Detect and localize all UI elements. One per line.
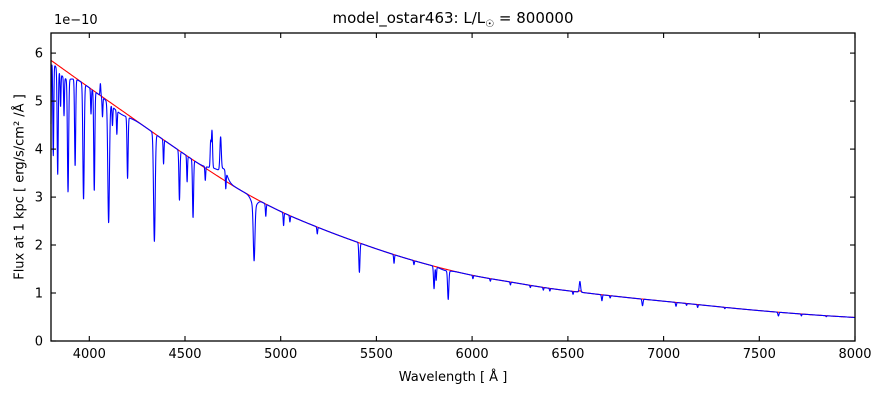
y-tick-label: 4 bbox=[35, 143, 43, 158]
axes-frame bbox=[50, 32, 856, 342]
y-tick-label: 5 bbox=[35, 95, 43, 110]
continuum-line bbox=[50, 59, 856, 319]
x-tick-label: 7500 bbox=[743, 347, 776, 362]
chart-title-text: model_ostar463: L/L bbox=[332, 9, 486, 27]
y-axis-offset-label: 1e−10 bbox=[54, 13, 98, 28]
x-tick-label: 7000 bbox=[647, 347, 680, 362]
y-tick-label: 3 bbox=[35, 191, 43, 206]
y-tick-label: 2 bbox=[35, 239, 43, 254]
y-tick-label: 1 bbox=[35, 287, 43, 302]
x-tick-label: 6500 bbox=[551, 347, 584, 362]
chart-title: model_ostar463: L/L☉ = 800000 bbox=[51, 9, 855, 30]
x-tick-label: 6000 bbox=[456, 347, 489, 362]
y-tick-label: 0 bbox=[35, 335, 43, 350]
y-tick-label: 6 bbox=[35, 47, 43, 62]
x-tick-label: 4000 bbox=[73, 347, 106, 362]
x-tick-label: 5500 bbox=[360, 347, 393, 362]
x-tick-label: 5000 bbox=[264, 347, 297, 362]
x-axis-label: Wavelength [ Å ] bbox=[398, 370, 508, 385]
chart-title-value: = 800000 bbox=[494, 9, 574, 27]
y-axis-label: Flux at 1 kpc [ erg/s/cm² /Å ] bbox=[12, 94, 28, 280]
spectrum-line bbox=[50, 64, 856, 319]
x-tick-label: 8000 bbox=[838, 347, 871, 362]
x-tick-label: 4500 bbox=[168, 347, 201, 362]
solar-symbol: ☉ bbox=[485, 19, 495, 30]
